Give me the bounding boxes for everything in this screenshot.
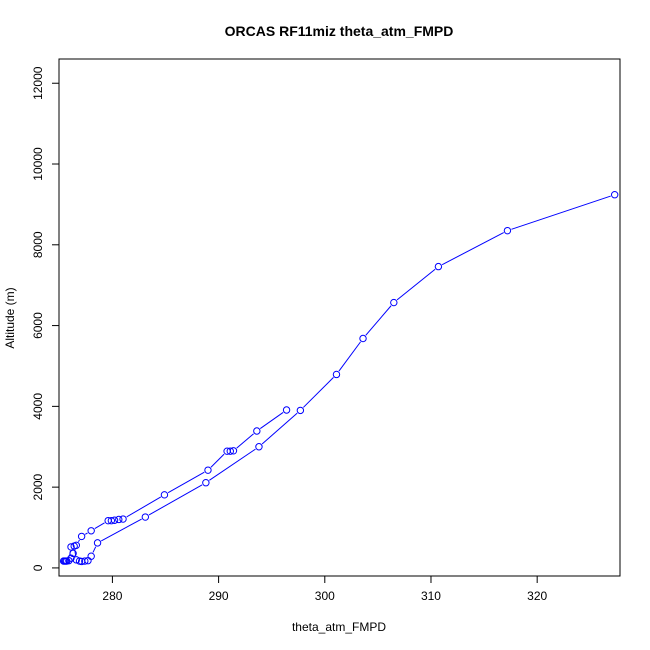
y-tick-label: 12000 (31, 66, 45, 100)
data-point (81, 557, 89, 565)
series-line-segment (84, 532, 88, 535)
data-point (69, 549, 77, 558)
data-point (204, 466, 212, 474)
series-line-segment (94, 522, 105, 530)
y-axis-label: Altitude (m) (3, 287, 17, 348)
data-point (107, 516, 116, 525)
series-line-segment (365, 305, 392, 336)
series-line-segment (78, 539, 80, 542)
x-tick-label: 280 (102, 589, 122, 603)
y-tick-label: 4000 (31, 393, 45, 420)
x-axis-label: theta_atm_FMPD (292, 620, 386, 634)
data-point (255, 443, 263, 451)
x-tick-label: 290 (209, 589, 229, 603)
y-axis: 0 2000 4000 6000 8000 10000 12000 (31, 66, 60, 571)
x-tick-label: 310 (421, 589, 441, 603)
data-point (610, 191, 619, 199)
series-line-segment (92, 546, 97, 553)
data-point (282, 406, 291, 414)
data-point (253, 427, 261, 435)
series-line-segment (338, 341, 361, 372)
data-point (87, 552, 95, 560)
series-line-segment (209, 448, 256, 481)
data-point (332, 370, 341, 379)
data-point (296, 406, 305, 415)
data-point (223, 447, 231, 455)
series-2 (60, 406, 291, 565)
data-point (77, 532, 86, 541)
series-line-segment (210, 453, 225, 468)
data-point (160, 491, 169, 499)
data-point (93, 539, 102, 547)
data-point (60, 557, 69, 565)
data-point (119, 515, 127, 523)
series-line-segment (511, 195, 611, 230)
data-point (503, 226, 512, 235)
series-line-segment (261, 412, 298, 445)
series-line-segment (126, 496, 162, 518)
x-tick-label: 320 (527, 589, 547, 603)
data-point (67, 543, 75, 551)
data-point (141, 513, 150, 521)
data-point (390, 298, 398, 307)
x-tick-label: 300 (315, 589, 335, 603)
series-line-segment (148, 484, 203, 516)
series-line-segment (101, 518, 142, 542)
data-point (202, 478, 210, 487)
data-point (359, 334, 367, 343)
series-layer (59, 191, 619, 566)
series-line-segment (167, 471, 205, 494)
series-line-segment (302, 377, 334, 408)
data-point (226, 447, 234, 455)
series-1 (59, 191, 619, 566)
series-line-segment (396, 268, 436, 301)
data-point (87, 527, 95, 535)
data-point (72, 556, 81, 564)
y-tick-label: 10000 (31, 147, 45, 181)
data-point (72, 541, 81, 550)
x-axis: 280 290 300 310 320 (102, 575, 548, 603)
data-point (104, 516, 112, 525)
series-line-segment (441, 232, 504, 266)
series-line-segment (259, 412, 284, 429)
series-line-segment (236, 433, 254, 449)
y-tick-label: 6000 (31, 312, 45, 339)
y-tick-label: 0 (31, 564, 45, 571)
data-point (434, 262, 443, 271)
y-tick-label: 8000 (31, 231, 45, 258)
data-point (63, 557, 71, 565)
chart-title: ORCAS RF11miz theta_atm_FMPD (225, 23, 454, 39)
data-point (115, 515, 123, 524)
y-tick-label: 2000 (31, 473, 45, 500)
